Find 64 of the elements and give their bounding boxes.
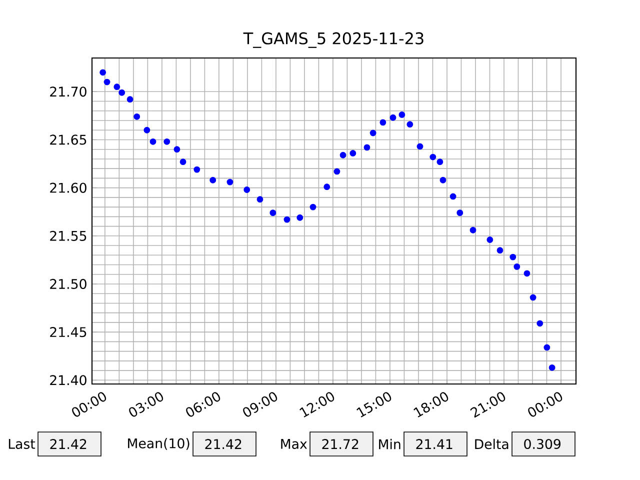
chart-title: T_GAMS_5 2025-11-23 <box>243 32 424 48</box>
point <box>456 210 464 216</box>
text: 21.72 <box>322 439 358 449</box>
y-tick-label: 21.50 <box>50 278 86 290</box>
point <box>430 154 436 160</box>
text: Last <box>8 439 36 449</box>
point <box>390 114 396 121</box>
point <box>310 204 316 210</box>
point <box>180 158 186 166</box>
text: Min <box>379 438 400 450</box>
text: Mean(10) <box>128 438 190 450</box>
point <box>150 138 156 145</box>
point <box>436 158 444 166</box>
point <box>514 263 520 270</box>
point <box>350 150 356 156</box>
point <box>118 89 126 96</box>
y-tick-label: 21.65 <box>50 134 86 145</box>
y-tick-label: 21.40 <box>50 375 86 386</box>
point <box>364 144 370 151</box>
y-tick-label: 21.60 <box>50 182 86 193</box>
point <box>164 138 170 145</box>
text: Max <box>281 439 307 449</box>
point <box>174 146 180 153</box>
point <box>100 69 106 76</box>
y-tick-label: 21.55 <box>50 230 86 241</box>
point <box>104 78 110 86</box>
point <box>226 178 234 186</box>
y-tick-label: 21.45 <box>50 327 86 338</box>
point <box>340 152 346 158</box>
text: 21.42 <box>50 439 86 449</box>
point <box>334 168 340 175</box>
point <box>530 294 536 301</box>
text: 0.309 <box>524 438 560 450</box>
point <box>496 247 504 254</box>
point <box>548 364 556 371</box>
point <box>324 184 330 190</box>
point <box>510 254 516 260</box>
point <box>244 186 250 193</box>
point <box>470 226 476 234</box>
point <box>134 113 140 120</box>
point <box>296 214 304 221</box>
point <box>544 344 550 351</box>
point <box>114 84 120 90</box>
point <box>284 216 290 223</box>
point <box>536 320 544 327</box>
point <box>126 96 134 103</box>
text: 21.41 <box>416 439 452 449</box>
text: Delta <box>475 438 508 450</box>
point <box>256 196 264 203</box>
y-tick-label: 21.70 <box>50 86 86 97</box>
text: 21.42 <box>205 439 242 449</box>
point <box>398 112 406 118</box>
point <box>270 210 276 216</box>
point <box>370 130 376 136</box>
point <box>524 270 530 277</box>
point <box>380 119 386 126</box>
point <box>144 126 150 134</box>
point <box>406 121 414 128</box>
point <box>194 166 200 173</box>
point <box>440 176 446 184</box>
point <box>486 236 494 243</box>
point <box>210 176 216 184</box>
point <box>450 193 456 200</box>
point <box>416 143 424 150</box>
